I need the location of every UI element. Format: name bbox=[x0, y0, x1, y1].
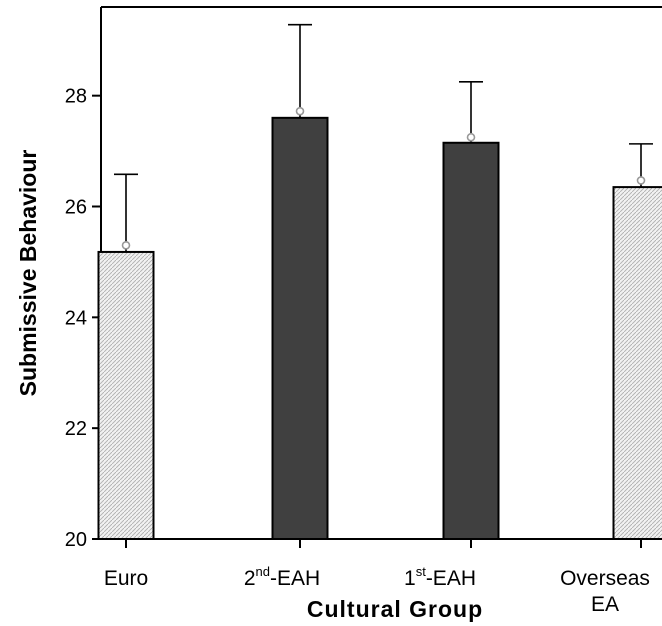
category-label-2nd-eah: 2nd-EAH bbox=[244, 564, 320, 590]
mean-marker-0 bbox=[121, 240, 131, 250]
category-label-euro: Euro bbox=[104, 567, 148, 590]
mean-marker-2 bbox=[466, 132, 476, 142]
x-axis-title: Cultural Group bbox=[307, 596, 483, 622]
y-tick-label-24: 24 bbox=[65, 307, 87, 329]
y-tick-label-22: 22 bbox=[65, 418, 87, 440]
y-tick-label-26: 26 bbox=[65, 197, 87, 219]
bar-1 bbox=[271, 116, 329, 540]
mean-marker-1 bbox=[295, 106, 305, 116]
y-tick-label-20: 20 bbox=[65, 529, 87, 551]
bar-3 bbox=[612, 186, 662, 541]
error-bars bbox=[114, 23, 653, 252]
mean-marker-3 bbox=[636, 176, 646, 185]
bar-0 bbox=[97, 250, 155, 540]
y-tick-label-28: 28 bbox=[65, 86, 87, 108]
bar-2 bbox=[442, 141, 500, 540]
category-label-overseas-ea: Overseas EA bbox=[560, 567, 650, 616]
y-axis-ticks: 20 22 24 26 28 bbox=[65, 86, 101, 551]
x-axis-ticks bbox=[125, 539, 642, 548]
bars bbox=[97, 116, 662, 541]
y-axis-title: Submissive Behaviour bbox=[15, 150, 41, 397]
category-label-1st-eah: 1st-EAH bbox=[404, 564, 476, 590]
